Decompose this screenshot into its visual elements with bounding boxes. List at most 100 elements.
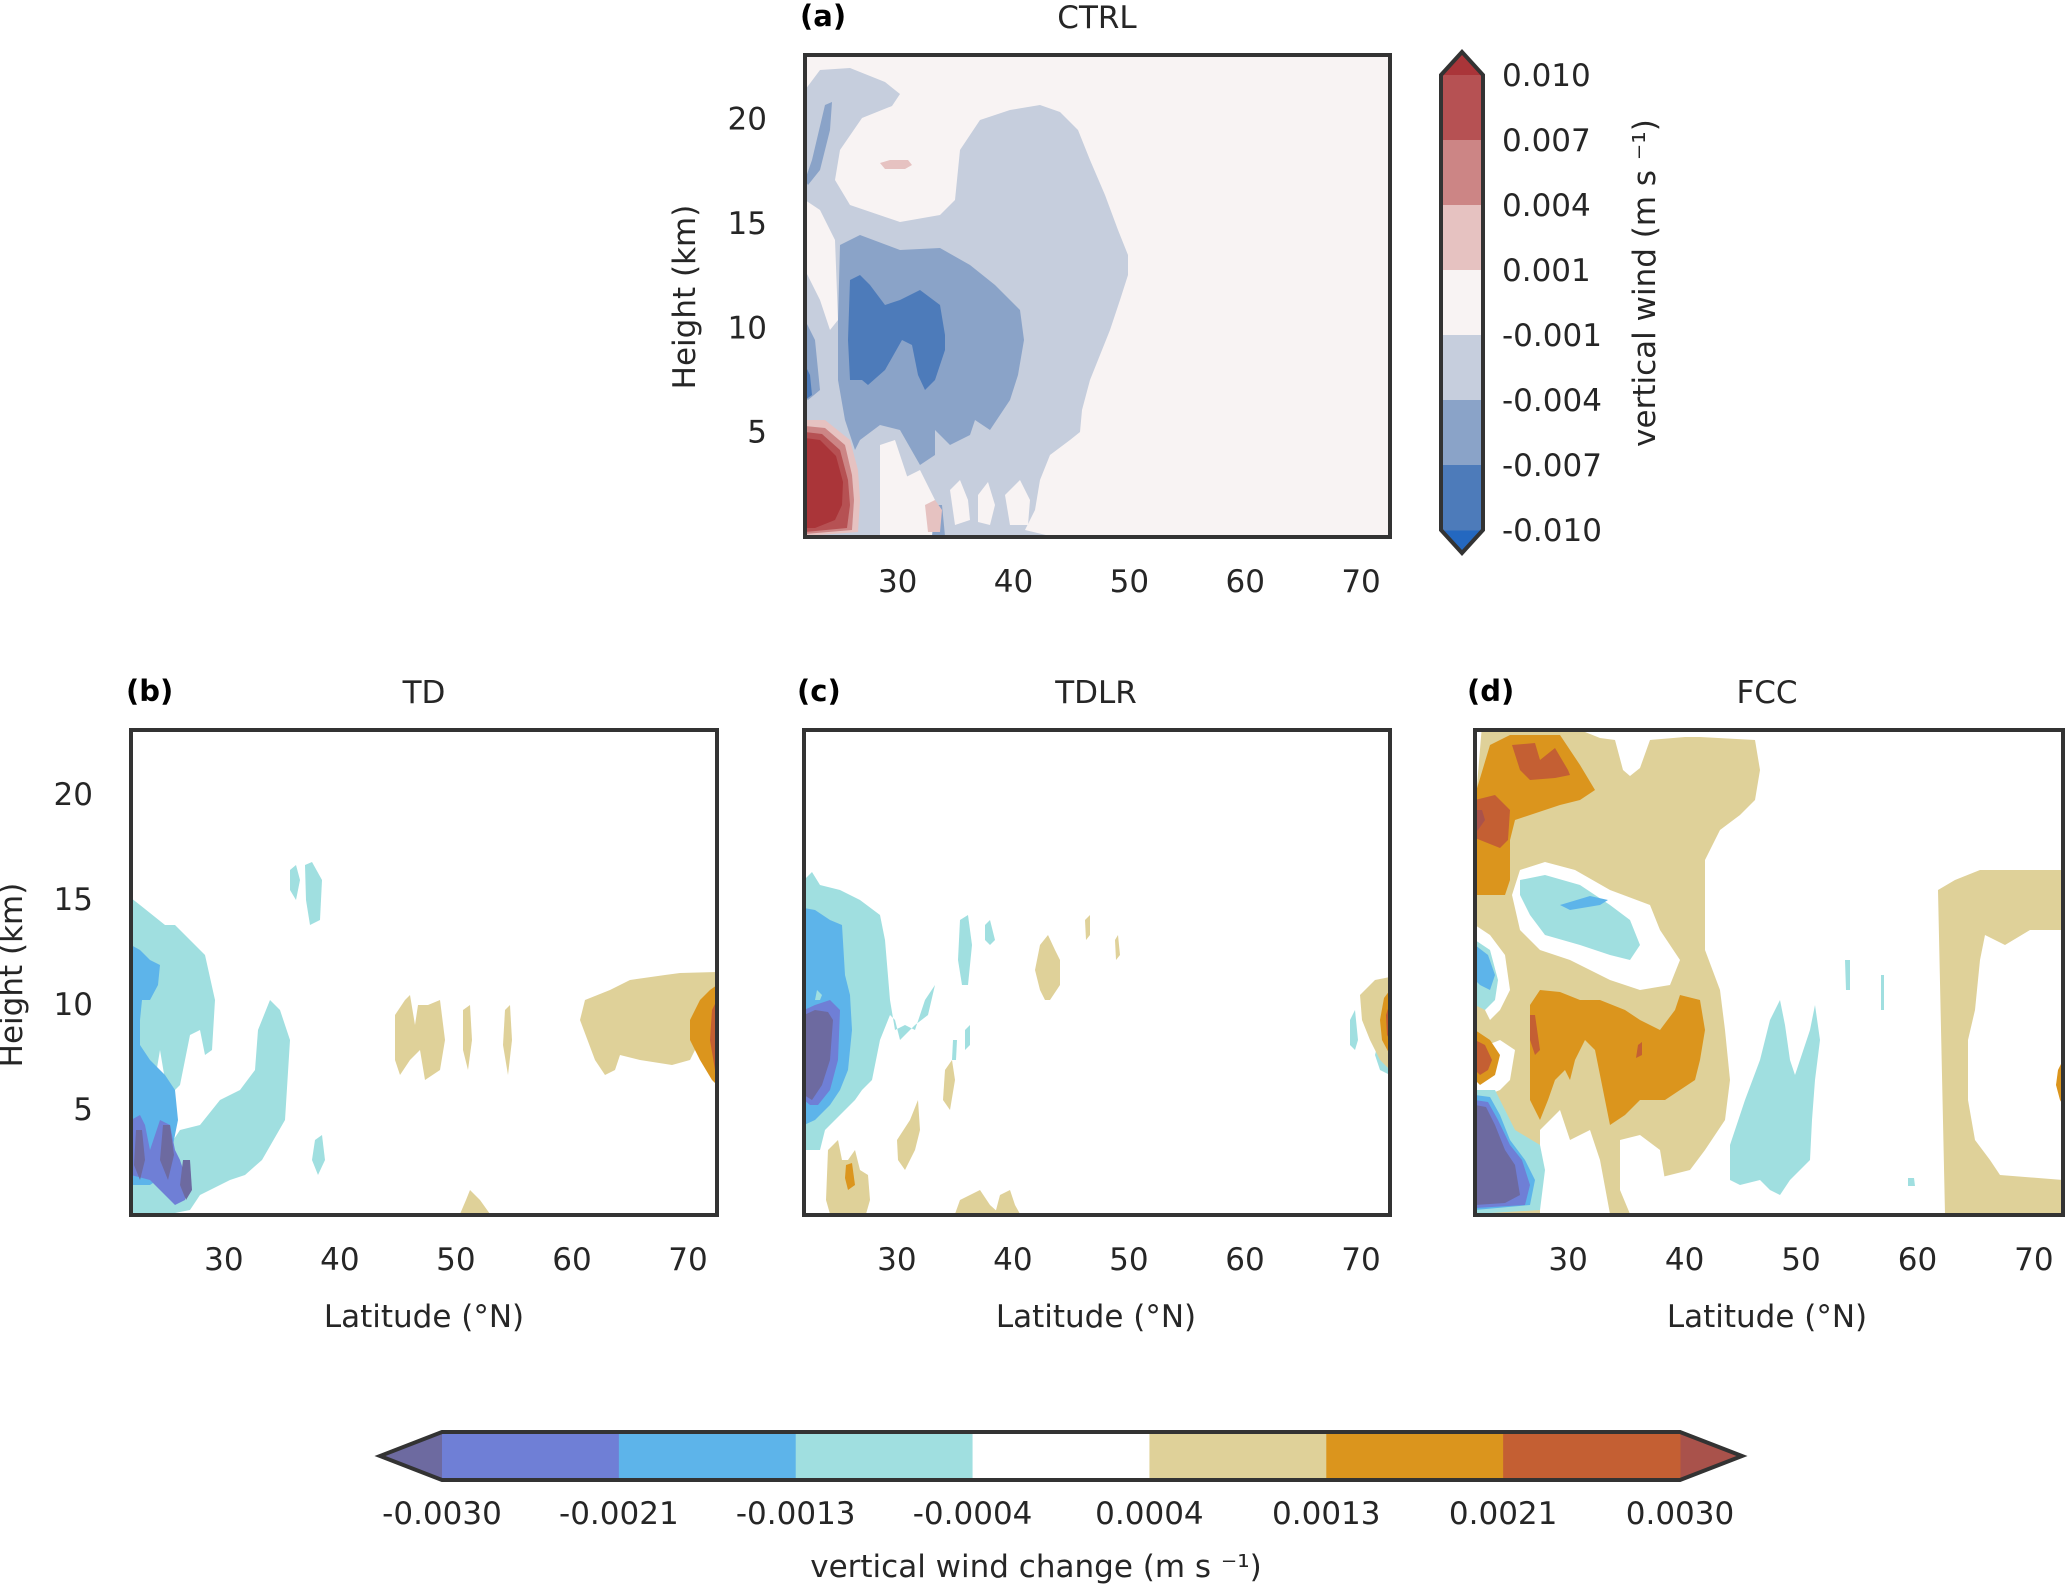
colorbar-ctrl-tick-label: -0.007	[1502, 448, 1602, 484]
y-ticks-a: 5 10 15 20	[728, 102, 767, 451]
panel-title-a: CTRL	[1057, 0, 1137, 36]
contour-td-cyan	[290, 865, 300, 900]
colorbar-change-swatch	[442, 1432, 620, 1480]
x-tick-label: 30	[1548, 1242, 1587, 1278]
contour-tdlr-cyan-pocket	[815, 990, 822, 1000]
contour-fcc-red-orange	[1636, 1042, 1642, 1058]
axes-frame-b	[129, 728, 719, 1217]
x-tick-label: 40	[993, 1242, 1032, 1278]
panel-label-c: (c)	[797, 674, 841, 708]
contour-td-cyan	[131, 898, 290, 1214]
x-axis-label-b: Latitude (°N)	[324, 1299, 524, 1335]
contour-fcc-cyan	[1908, 1178, 1915, 1186]
y-tick-label: 5	[747, 415, 767, 451]
colorbar-ctrl-tick-label: 0.001	[1502, 253, 1591, 289]
colorbar-ctrl-outline	[1439, 49, 1485, 556]
contours-c	[804, 872, 1390, 1214]
x-tick-label: 60	[1225, 1242, 1264, 1278]
contour-fcc-red-orange	[1530, 1015, 1540, 1055]
contour-ctrl-dark-blue	[848, 275, 945, 390]
contour-td-tan	[503, 1005, 512, 1075]
x-tick-label: 60	[552, 1242, 591, 1278]
contours-d	[1475, 731, 2063, 1214]
panel-title-b: TD	[402, 675, 446, 711]
colorbar-change-tick-label: -0.0021	[559, 1496, 679, 1532]
contour-tdlr-orange	[1380, 990, 1390, 1055]
contour-fcc-cyan	[1845, 960, 1850, 990]
contour-td-dark-purple	[134, 1130, 145, 1180]
colorbar-ctrl-swatch	[1441, 465, 1483, 531]
axes-frame-a	[803, 53, 1392, 539]
colorbar-change-tick-label: 0.0021	[1449, 1496, 1557, 1532]
colorbar-ctrl-tick-label: -0.004	[1502, 383, 1602, 419]
contour-ctrl-medium-blue	[805, 102, 832, 185]
x-axis-label-d: Latitude (°N)	[1667, 1299, 1867, 1335]
y-tick-label: 20	[54, 777, 93, 813]
x-tick-label: 60	[1898, 1242, 1937, 1278]
contours-a	[805, 56, 1390, 536]
contours-b	[131, 862, 717, 1214]
contour-ctrl-zero-pocket	[1005, 480, 1030, 525]
contour-tdlr-tan	[897, 1100, 920, 1170]
colorbar-change-swatch	[1503, 1432, 1681, 1480]
x-ticks-d: 30 40 50 60 70	[1548, 1242, 2053, 1278]
y-axis-label-b: Height (km)	[0, 883, 30, 1068]
contour-fcc-dark-purple	[1475, 1105, 1520, 1205]
contour-tdlr-tan	[1360, 977, 1390, 1070]
contour-fcc-white-pocket	[1540, 1110, 1610, 1214]
colorbar-ctrl: 0.010 0.007 0.004 0.001 -0.001 -0.004 -0.007 -0…	[1439, 49, 1602, 556]
colorbar-change-tick-label: -0.0013	[736, 1496, 856, 1532]
contour-ctrl-zero-pocket	[805, 200, 838, 330]
y-tick-label: 10	[54, 987, 93, 1023]
contour-td-tan	[580, 972, 717, 1075]
contour-tdlr-tan	[1115, 935, 1120, 960]
y-tick-label: 20	[728, 102, 767, 138]
colorbar-ctrl-swatch	[1441, 140, 1483, 206]
colorbar-ctrl-tick-label: -0.001	[1502, 318, 1602, 354]
panel-a: (a) CTRL	[667, 0, 1392, 600]
y-axis-label-a: Height (km)	[667, 205, 703, 390]
y-tick-label: 5	[73, 1092, 93, 1128]
panel-label-b: (b)	[126, 674, 173, 708]
x-axis-label-c: Latitude (°N)	[996, 1299, 1196, 1335]
colorbar-ctrl-tick-label: 0.007	[1502, 123, 1591, 159]
colorbar-change-tick-label: -0.0004	[913, 1496, 1033, 1532]
x-tick-label: 50	[436, 1242, 475, 1278]
colorbar-ctrl-swatch	[1441, 75, 1483, 141]
contour-tdlr-cyan	[952, 1040, 957, 1060]
contour-td-dark-purple	[160, 1125, 174, 1180]
contour-fcc-cyan	[1520, 875, 1640, 960]
contour-fcc-white-pocket	[1620, 1135, 1670, 1214]
colorbar-change-swatch	[1326, 1432, 1504, 1480]
colorbar-change: -0.0030 -0.0021 -0.0013 -0.0004 0.0004 0.0013…	[374, 1430, 1748, 1532]
contour-tdlr-orange-small	[845, 1163, 855, 1190]
x-tick-label: 40	[994, 564, 1033, 600]
colorbar-ctrl-swatch	[1441, 335, 1483, 401]
colorbar-change-extend-max	[1680, 1432, 1742, 1480]
contour-fcc-red-orange	[1475, 1040, 1492, 1075]
contour-ctrl-light-red-small	[880, 160, 912, 169]
colorbar-change-tick-label: 0.0004	[1095, 1496, 1203, 1532]
panel-label-a: (a)	[800, 0, 846, 33]
colorbar-ctrl-tick-label: 0.004	[1502, 188, 1591, 224]
colorbar-ctrl-swatch	[1441, 400, 1483, 466]
colorbar-ctrl-extend-max	[1441, 52, 1483, 75]
contour-fcc-red-orange	[1512, 743, 1570, 780]
colorbar-change-swatch	[795, 1432, 974, 1480]
contour-ctrl-zero-pocket	[978, 482, 995, 525]
colorbar-change-swatch	[972, 1432, 1150, 1480]
colorbar-change-outline	[374, 1430, 1748, 1482]
colorbar-change-swatch	[1149, 1432, 1327, 1480]
x-tick-label: 40	[1665, 1242, 1704, 1278]
y-tick-label: 15	[54, 882, 93, 918]
x-tick-label: 70	[668, 1242, 707, 1278]
axes-frame-c	[802, 728, 1392, 1217]
contour-td-tan	[460, 1190, 490, 1214]
colorbar-change-swatch	[618, 1432, 797, 1480]
contour-td-tan	[395, 995, 445, 1080]
x-tick-label: 70	[2014, 1242, 2053, 1278]
contour-fcc-cyan	[1881, 975, 1884, 1010]
colorbar-ctrl-swatch	[1441, 205, 1483, 271]
contour-ctrl-light-red-small	[925, 500, 942, 532]
colorbar-ctrl-extend-min	[1441, 530, 1483, 553]
